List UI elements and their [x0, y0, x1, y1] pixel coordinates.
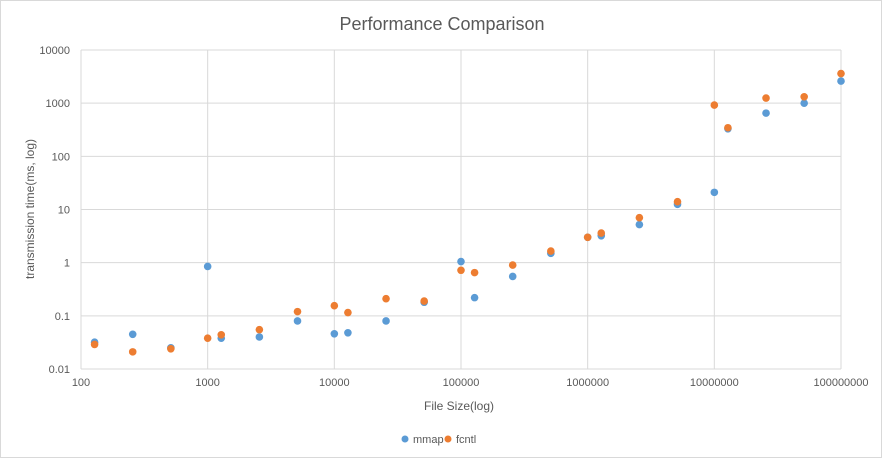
x-tick-label: 1000000	[566, 377, 609, 389]
fcntl-point	[167, 344, 175, 353]
y-tick-label: 1000	[46, 98, 70, 110]
mmap-point	[837, 77, 845, 85]
mmap-point	[344, 328, 352, 337]
legend-marker	[401, 435, 409, 443]
fcntl-point	[597, 229, 606, 237]
fcntl-point	[90, 340, 99, 349]
fcntl-point	[344, 308, 352, 317]
fcntl-point	[293, 307, 302, 316]
fcntl-point	[255, 325, 264, 334]
fcntl-point	[673, 197, 682, 206]
y-tick-labels: 0.01 0.1 1 10 100 1000 10000	[39, 45, 70, 376]
mmap-point	[293, 317, 302, 325]
mmap-point	[508, 272, 517, 281]
x-tick-label: 100000000	[813, 377, 868, 389]
mmap-point	[128, 330, 137, 339]
mmap-point	[457, 257, 465, 266]
x-tick-labels: 100 1000 10000 100000 1000000 10000000 1000000…	[72, 377, 869, 389]
y-tick-label: 0.01	[49, 364, 70, 376]
y-tick-label: 100	[52, 151, 70, 163]
fcntl-point	[583, 233, 592, 242]
series-mmap	[90, 77, 845, 352]
fcntl-point	[762, 94, 770, 102]
mmap-point	[800, 99, 808, 107]
legend-item-mmap: mmap	[401, 434, 444, 446]
y-tick-label: 0.1	[55, 311, 70, 323]
mmap-point	[470, 293, 479, 302]
legend-label: fcntl	[456, 434, 476, 446]
mmap-point	[710, 188, 719, 197]
mmap-point	[635, 220, 644, 229]
fcntl-point	[203, 334, 212, 342]
fcntl-point	[217, 330, 226, 339]
x-tick-label: 100	[72, 377, 90, 389]
legend-item-fcntl: fcntl	[444, 434, 476, 446]
fcntl-point	[330, 301, 339, 310]
fcntl-point	[457, 266, 465, 275]
x-tick-label: 10000000	[690, 377, 739, 389]
series-fcntl	[90, 69, 845, 356]
y-tick-label: 10	[58, 205, 70, 217]
fcntl-point	[710, 101, 719, 109]
fcntl-point	[800, 92, 808, 101]
fcntl-point	[420, 297, 428, 305]
fcntl-point	[128, 348, 137, 356]
mmap-point	[330, 329, 339, 338]
fcntl-point	[837, 69, 845, 78]
mmap-point	[255, 333, 264, 341]
mmap-point	[762, 109, 770, 117]
legend: mmap fcntl	[401, 434, 476, 446]
data-points	[90, 69, 845, 356]
x-axis-title: File Size(log)	[424, 399, 494, 413]
y-axis-title: transmission time(ms, log)	[23, 139, 37, 279]
x-tick-label: 1000	[195, 377, 219, 389]
mmap-point	[382, 317, 390, 325]
mmap-point	[203, 262, 212, 271]
y-tick-label: 10000	[39, 45, 70, 57]
fcntl-point	[635, 213, 644, 222]
x-tick-label: 100000	[443, 377, 480, 389]
fcntl-point	[724, 123, 732, 132]
legend-label: mmap	[413, 434, 444, 446]
legend-marker	[444, 435, 452, 443]
fcntl-point	[508, 261, 517, 269]
y-tick-label: 1	[64, 258, 70, 270]
fcntl-point	[547, 247, 555, 255]
x-tick-label: 10000	[319, 377, 350, 389]
gridlines	[80, 49, 842, 370]
fcntl-point	[470, 268, 479, 277]
chart-title: Performance Comparison	[339, 14, 544, 34]
fcntl-point	[382, 294, 390, 303]
